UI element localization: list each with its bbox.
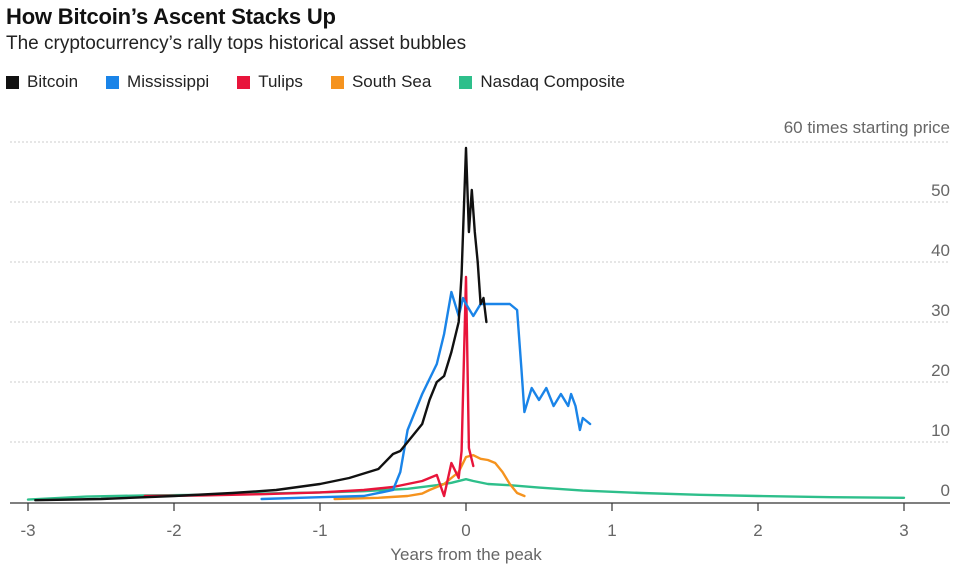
legend-label-bitcoin: Bitcoin bbox=[27, 72, 79, 91]
y-tick-label: 50 bbox=[931, 181, 950, 200]
legend-item-south-sea: South Sea bbox=[330, 72, 432, 92]
y-tick-label: 10 bbox=[931, 421, 950, 440]
legend-item-nasdaq: Nasdaq Composite bbox=[459, 72, 625, 92]
x-tick-label: 1 bbox=[607, 521, 616, 540]
legend-label-nasdaq: Nasdaq Composite bbox=[480, 72, 625, 91]
series-line-tulips bbox=[143, 275, 475, 498]
legend-swatch-bitcoin bbox=[6, 75, 19, 89]
x-tick-label: 2 bbox=[753, 521, 762, 540]
chart-subtitle: The cryptocurrency’s rally tops historic… bbox=[6, 33, 467, 54]
legend-swatch-tulips bbox=[237, 75, 251, 89]
series-lines bbox=[26, 146, 906, 502]
legend-label-tulips: Tulips bbox=[258, 72, 303, 91]
chart-title: How Bitcoin’s Ascent Stacks Up bbox=[6, 4, 336, 29]
y-tick-label: 30 bbox=[931, 301, 950, 320]
legend-item-bitcoin: Bitcoin bbox=[6, 72, 78, 92]
y-axis-title: 60 times starting price bbox=[784, 118, 950, 137]
y-tick-label: 0 bbox=[941, 481, 950, 500]
y-tick-label: 20 bbox=[931, 361, 950, 380]
series-line-mississippi bbox=[260, 290, 592, 501]
x-tick-label: -2 bbox=[166, 521, 181, 540]
legend-swatch-south-sea bbox=[330, 75, 344, 89]
x-tick-label: -1 bbox=[312, 521, 327, 540]
legend-label-south-sea: South Sea bbox=[351, 72, 432, 91]
legend-swatch-nasdaq bbox=[459, 75, 473, 89]
x-tick-label: 0 bbox=[461, 521, 470, 540]
legend-item-tulips: Tulips bbox=[237, 72, 303, 92]
x-tick-label: -3 bbox=[20, 521, 35, 540]
legend: Bitcoin Mississippi Tulips South Sea Nas… bbox=[6, 72, 653, 92]
y-tick-label: 40 bbox=[931, 241, 950, 260]
series-line-bitcoin bbox=[34, 146, 488, 502]
x-tick-label: 3 bbox=[899, 521, 908, 540]
legend-swatch-mississippi bbox=[106, 75, 120, 89]
x-axis-title: Years from the peak bbox=[390, 545, 542, 564]
legend-item-mississippi: Mississippi bbox=[106, 72, 209, 92]
legend-label-mississippi: Mississippi bbox=[127, 72, 210, 91]
gridlines bbox=[10, 141, 950, 443]
